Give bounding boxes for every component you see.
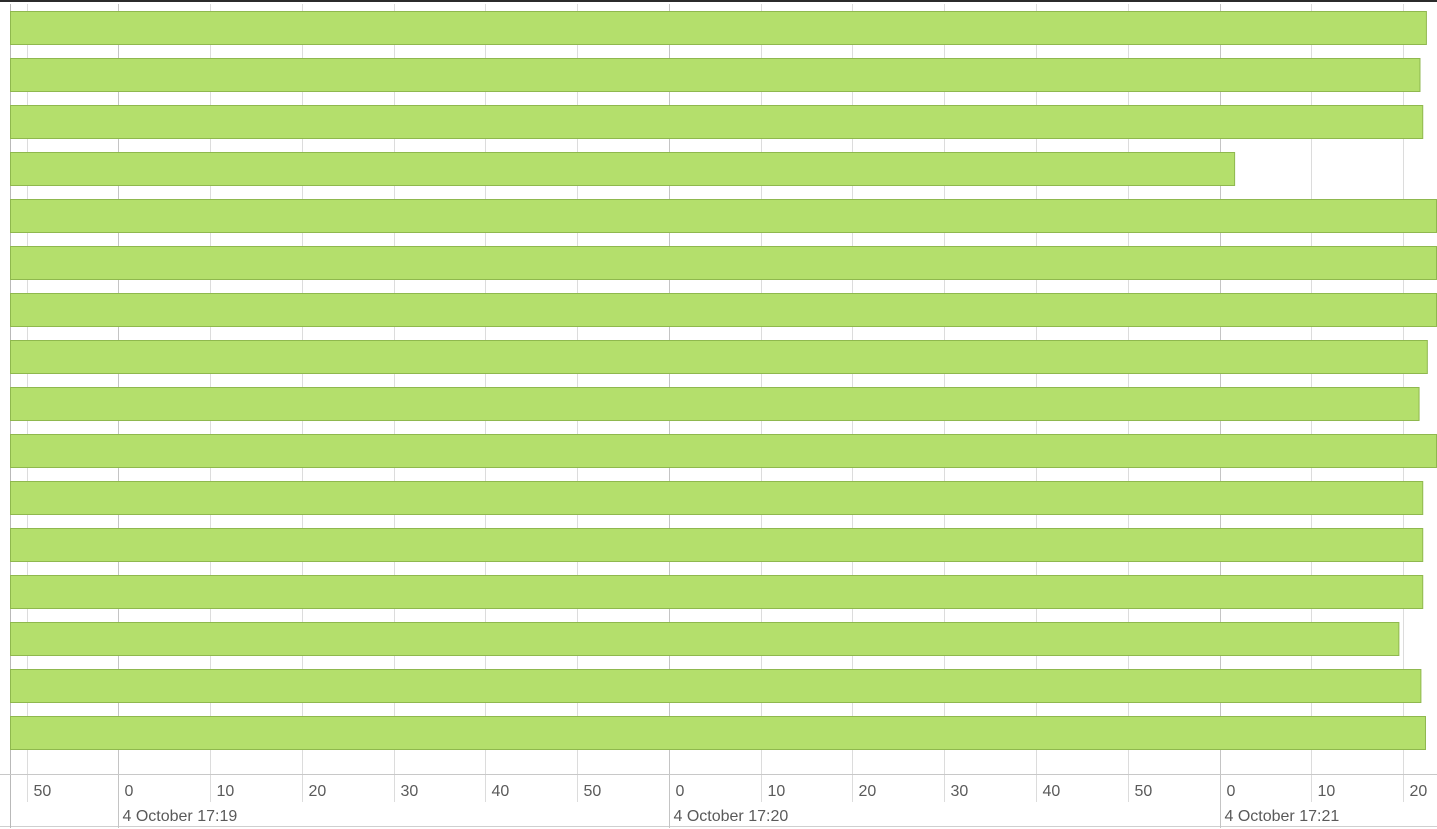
timeline-bar[interactable] (10, 387, 1420, 421)
tick-label: 0 (1227, 783, 1236, 800)
tick-label: 20 (859, 783, 877, 800)
timeline-bar[interactable] (10, 199, 1437, 233)
bar-layer (10, 11, 1437, 750)
tick-label: 40 (1043, 783, 1061, 800)
tick-label: 40 (492, 783, 510, 800)
tick-label: 0 (125, 783, 134, 800)
date-label: 4 October 17:21 (1225, 808, 1340, 825)
timeline-bar[interactable] (10, 575, 1424, 609)
tick-label: 50 (584, 783, 602, 800)
tick-label: 0 (676, 783, 685, 800)
timeline-bar[interactable] (10, 716, 1426, 750)
tick-label: 30 (401, 783, 419, 800)
tick-label: 50 (34, 783, 52, 800)
x-axis: 50 0 4 October 17:19 10 20 30 40 50 0 4 October 1… (0, 774, 1437, 828)
timeline-bar[interactable] (10, 105, 1424, 139)
timeline-bar[interactable] (10, 622, 1400, 656)
tick-label: 10 (217, 783, 235, 800)
timeline-bar[interactable] (10, 528, 1424, 562)
tick-label: 30 (951, 783, 969, 800)
timeline-bar[interactable] (10, 481, 1424, 515)
timeline-bar[interactable] (10, 293, 1437, 327)
tick-label: 10 (768, 783, 786, 800)
tick-label: 20 (1410, 783, 1428, 800)
date-label: 4 October 17:19 (123, 808, 238, 825)
timeline-bar[interactable] (10, 58, 1421, 92)
timeline-bar[interactable] (10, 246, 1437, 280)
date-label: 4 October 17:20 (674, 808, 789, 825)
timeline-bar[interactable] (10, 11, 1427, 45)
timeline-bar[interactable] (10, 669, 1422, 703)
tick-label: 20 (309, 783, 327, 800)
timeline-bar[interactable] (10, 434, 1437, 468)
tick-label: 10 (1318, 783, 1336, 800)
timeline-bar[interactable] (10, 340, 1428, 374)
timeline-bar[interactable] (10, 152, 1236, 186)
tick-label: 50 (1135, 783, 1153, 800)
